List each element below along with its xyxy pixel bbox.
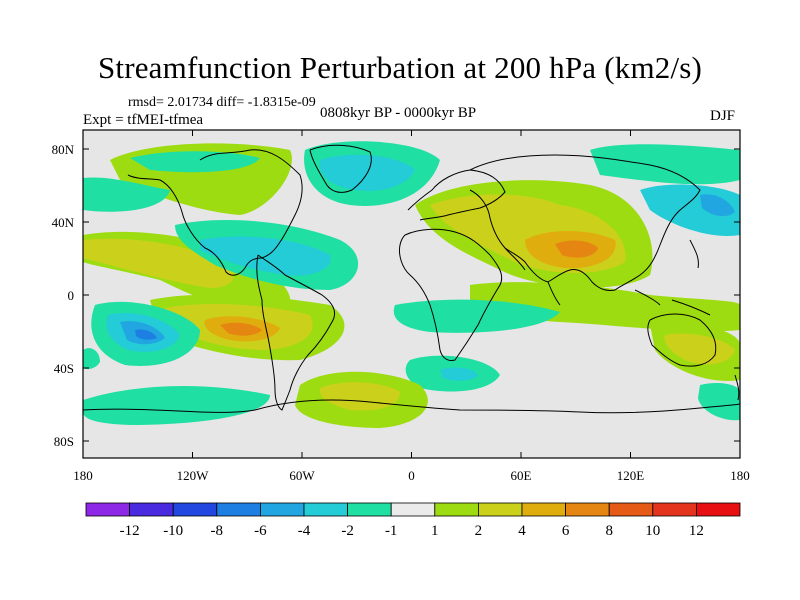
colorbar-swatch bbox=[477, 502, 523, 517]
colorbar-label: 6 bbox=[562, 523, 570, 539]
colorbar-label: 10 bbox=[645, 523, 660, 539]
lon-tick-label: 180 bbox=[73, 468, 93, 483]
colorbar-swatch bbox=[521, 502, 566, 517]
lon-axis: 180 120W 60W 0 60E 120E 180 bbox=[73, 130, 750, 483]
colorbar-swatch bbox=[85, 502, 130, 517]
map-title: Streamfunction Perturbation at 200 hPa (… bbox=[97, 50, 703, 85]
lon-tick-label: 60E bbox=[511, 468, 532, 483]
colorbar-swatch bbox=[652, 502, 697, 517]
contour-fills bbox=[83, 141, 740, 428]
period-label: 0808kyr BP - 0000kyr BP bbox=[320, 105, 477, 121]
colorbar-swatch bbox=[129, 502, 174, 517]
colorbar-label: 8 bbox=[605, 523, 613, 539]
lat-tick-label: 0 bbox=[68, 288, 75, 303]
colorbar-label: -8 bbox=[211, 523, 224, 539]
lon-tick-label: 120W bbox=[177, 468, 210, 483]
coastlines bbox=[83, 144, 740, 414]
colorbar-label: -10 bbox=[163, 523, 183, 539]
colorbar-swatch bbox=[434, 502, 479, 517]
colorbar-swatch bbox=[303, 502, 348, 517]
lat-tick-label: 40N bbox=[52, 215, 75, 230]
lon-tick-label: 60W bbox=[289, 468, 315, 483]
colorbar-swatch bbox=[608, 502, 654, 517]
colorbar-label: 1 bbox=[431, 523, 439, 539]
lon-tick-label: 180 bbox=[730, 468, 750, 483]
colorbar-swatch bbox=[565, 502, 610, 517]
colorbar-label: -4 bbox=[298, 523, 311, 539]
colorbar-swatch bbox=[390, 502, 436, 517]
season-label: DJF bbox=[710, 108, 736, 124]
colorbar-label: 4 bbox=[518, 523, 526, 539]
colorbar-label: -1 bbox=[385, 523, 398, 539]
colorbar-label: -2 bbox=[341, 523, 354, 539]
colorbar-swatch bbox=[347, 502, 392, 517]
lat-tick-label: 80S bbox=[54, 434, 74, 449]
colorbar-label: 2 bbox=[475, 523, 483, 539]
colorbar-label: -6 bbox=[254, 523, 267, 539]
lon-tick-label: 0 bbox=[408, 468, 415, 483]
stats-line: rmsd= 2.01734 diff= -1.8315e-09 bbox=[128, 95, 316, 110]
colorbar-label: -12 bbox=[120, 523, 140, 539]
colorbar: -12 -10 -8 -6 -4 -2 -1 1 2 4 6 8 10 12 bbox=[85, 502, 741, 539]
colorbar-label: 12 bbox=[689, 523, 704, 539]
lat-tick-label: 40S bbox=[54, 361, 74, 376]
lon-tick-label: 120E bbox=[617, 468, 645, 483]
lat-axis: 80N 40N 0 40S 80S bbox=[52, 142, 740, 449]
colorbar-swatch bbox=[259, 502, 305, 517]
experiment-label: Expt = tfMEI-tfmea bbox=[83, 112, 204, 128]
lat-tick-label: 80N bbox=[52, 142, 75, 157]
colorbar-swatch bbox=[216, 502, 261, 517]
colorbar-swatch bbox=[172, 502, 218, 517]
colorbar-swatch bbox=[696, 502, 741, 517]
